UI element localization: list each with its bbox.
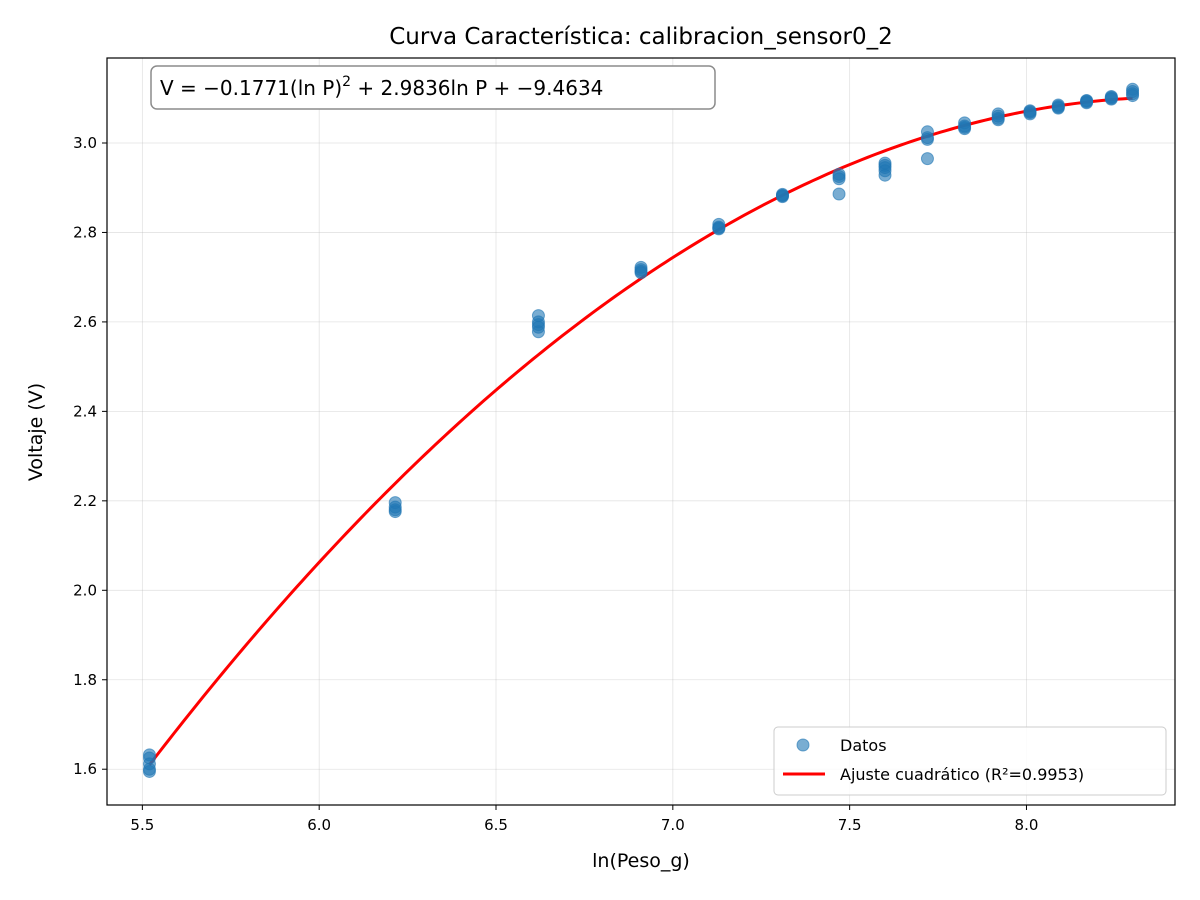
data-point — [775, 188, 789, 202]
data-point — [634, 266, 648, 280]
data-point — [1104, 90, 1118, 104]
legend-marker-datos — [796, 738, 810, 752]
data-point — [1023, 105, 1037, 119]
data-point — [991, 113, 1005, 127]
data-point — [920, 152, 934, 166]
data-point — [878, 168, 892, 182]
x-tick-label: 7.5 — [838, 816, 862, 834]
data-point — [958, 120, 972, 134]
equation-text: V = −0.1771(ln P)2 + 2.9836ln P + −9.463… — [160, 74, 603, 100]
y-tick-label: 2.6 — [73, 313, 97, 331]
data-point — [531, 325, 545, 339]
grid — [107, 58, 1175, 805]
data-point — [142, 764, 156, 778]
y-tick-label: 1.8 — [73, 671, 97, 689]
chart-title: Curva Característica: calibracion_sensor… — [389, 24, 893, 50]
y-tick-label: 2.8 — [73, 223, 97, 241]
x-axis-label: ln(Peso_g) — [592, 850, 690, 872]
equation-part-1: V = −0.1771(ln P) — [160, 76, 342, 100]
points-layer — [142, 82, 1140, 778]
y-tick-label: 1.6 — [73, 760, 97, 778]
data-point — [832, 187, 846, 201]
x-tick-label: 5.5 — [130, 816, 154, 834]
data-point — [832, 172, 846, 186]
equation-annotation: V = −0.1771(ln P)2 + 2.9836ln P + −9.463… — [150, 65, 716, 110]
x-tick-label: 6.0 — [307, 816, 331, 834]
legend-label-datos: Datos — [840, 736, 887, 755]
data-point — [1126, 89, 1140, 103]
y-tick-label: 2.0 — [73, 581, 97, 599]
plot-area-frame — [106, 57, 1176, 806]
equation-box — [150, 65, 716, 110]
y-tick-label: 2.4 — [73, 402, 97, 420]
data-point — [388, 505, 402, 519]
y-axis-ticks: 1.6 1.8 2.0 2.2 2.4 2.6 2.8 3.0 — [73, 134, 107, 778]
x-tick-label: 8.0 — [1015, 816, 1039, 834]
x-tick-label: 7.0 — [661, 816, 685, 834]
y-tick-label: 2.2 — [73, 492, 97, 510]
equation-part-2: + 2.9836ln P + −9.4634 — [351, 76, 603, 100]
y-tick-label: 3.0 — [73, 134, 97, 152]
legend-box — [773, 726, 1167, 796]
data-point — [1051, 100, 1065, 114]
data-point — [712, 221, 726, 235]
data-point — [920, 132, 934, 146]
x-tick-label: 6.5 — [484, 816, 508, 834]
data-point — [1080, 94, 1094, 108]
legend: Datos Ajuste cuadrático (R²=0.9953) — [773, 726, 1167, 796]
y-axis-label: Voltaje (V) — [25, 383, 47, 481]
x-axis-ticks: 5.5 6.0 6.5 7.0 7.5 8.0 — [130, 805, 1038, 834]
equation-exponent: 2 — [342, 74, 351, 90]
legend-label-fit: Ajuste cuadrático (R²=0.9953) — [840, 765, 1084, 784]
